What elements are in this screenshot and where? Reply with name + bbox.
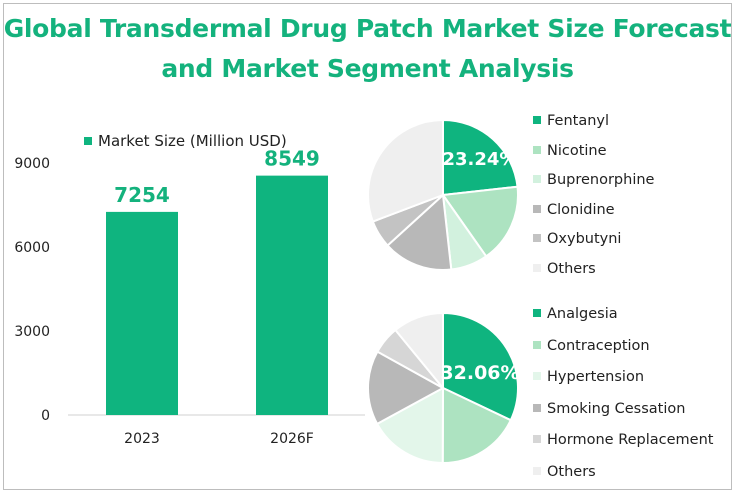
legend-label: Analgesia (547, 306, 618, 322)
y-tick-label: 3000 (14, 324, 50, 340)
legend-swatch (533, 340, 541, 349)
pie-legend-item: Nicotine (533, 143, 607, 159)
legend-label: Nicotine (547, 142, 607, 159)
legend-label: Contraception (547, 337, 650, 354)
pie-slice (386, 192, 453, 271)
legend-label: Smoking Cessation (547, 400, 686, 417)
legend-label: Fentanyl (547, 113, 610, 129)
chart-title-line1: Global Transdermal Drug Patch Market Siz… (3, 14, 732, 43)
pie-slice (367, 350, 446, 426)
legend-label: Others (547, 260, 596, 277)
legend-swatch (84, 137, 92, 145)
pie-legend-item: Others (533, 464, 596, 480)
legend-swatch (533, 116, 541, 124)
pie-legend-item: Hypertension (533, 369, 644, 385)
pie-slice (442, 311, 519, 422)
pie-slice (375, 386, 445, 465)
pie-slice (442, 118, 519, 197)
y-tick-label: 9000 (14, 156, 50, 172)
pie-legend-item: Clonidine (533, 202, 615, 218)
pie-legend-item: Contraception (533, 338, 650, 354)
pie-legend-item: Oxybutyni (533, 231, 621, 247)
legend-swatch (533, 309, 541, 317)
data-label: 7254 (114, 183, 170, 207)
pie-legend-item: Buprenorphine (533, 172, 654, 188)
bar (106, 211, 178, 415)
legend-swatch (533, 435, 541, 444)
pie-legend-item: Others (533, 261, 596, 277)
legend-swatch (533, 204, 541, 213)
data-label: 8549 (264, 147, 320, 171)
legend-label: Clonidine (547, 201, 615, 218)
chart-title-line2: and Market Segment Analysis (161, 54, 574, 83)
pie-slice (394, 311, 444, 391)
bar (256, 175, 328, 415)
bar-legend: Market Size (Million USD) (84, 132, 287, 150)
legend-label: Others (547, 464, 596, 480)
legend-swatch (533, 372, 541, 381)
legend-swatch (533, 467, 541, 475)
pie-legend-item: Analgesia (533, 306, 618, 322)
legend-swatch (533, 234, 541, 242)
pie-data-label: 23.24% (443, 149, 518, 170)
pie-slice (367, 118, 444, 223)
pie-legend-item: Fentanyl (533, 113, 609, 129)
legend-swatch (533, 145, 541, 154)
legend-swatch (533, 263, 541, 272)
y-tick-label: 0 (41, 408, 50, 424)
pie-legend-item: Hormone Replacement (533, 432, 713, 448)
x-tick-label: 2023 (124, 431, 160, 447)
frame (3, 3, 732, 490)
pie-legend-item: Smoking Cessation (533, 401, 685, 417)
legend-label: Oxybutyni (547, 231, 622, 247)
legend-label: Hypertension (547, 369, 645, 386)
pie-slice (441, 386, 513, 464)
legend-label: Buprenorphine (547, 172, 655, 188)
pie-slice (441, 185, 519, 258)
y-tick-label: 6000 (14, 240, 50, 256)
legend-swatch (533, 403, 541, 412)
legend-label: Hormone Replacement (547, 432, 714, 449)
legend-swatch (533, 175, 541, 183)
legend-label: Market Size (Million USD) (98, 132, 287, 150)
x-tick-label: 2026F (270, 431, 314, 447)
pie-data-label: 32.06% (440, 362, 519, 384)
